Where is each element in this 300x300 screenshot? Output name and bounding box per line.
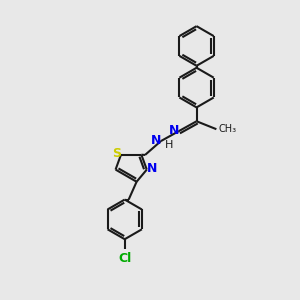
Text: CH₃: CH₃ [218,124,236,134]
Text: N: N [169,124,179,137]
Text: S: S [112,147,122,160]
Text: N: N [147,162,157,175]
Text: H: H [165,140,173,150]
Text: N: N [151,134,161,147]
Text: Cl: Cl [118,252,131,265]
